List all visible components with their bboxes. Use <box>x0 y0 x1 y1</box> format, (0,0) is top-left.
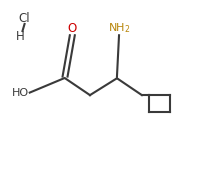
Text: Cl: Cl <box>19 12 30 25</box>
Text: NH$_2$: NH$_2$ <box>108 22 130 35</box>
Text: O: O <box>68 22 77 35</box>
Text: H: H <box>16 30 25 43</box>
Text: HO: HO <box>12 88 29 98</box>
